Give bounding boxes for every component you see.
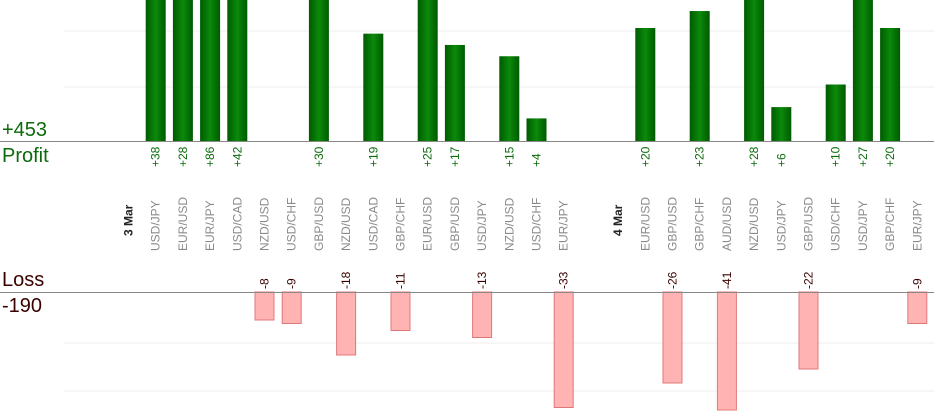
category-label: GBP/USD <box>448 197 462 251</box>
profit-value-label: +23 <box>693 146 707 167</box>
loss-value-label: -18 <box>339 271 353 289</box>
category-label: EUR/JPY <box>910 200 924 251</box>
profit-value-label: +20 <box>638 146 652 167</box>
loss-label: Loss <box>2 269 45 291</box>
profit-bar <box>635 28 656 141</box>
profit-bar <box>880 28 901 141</box>
category-label: GBP/USD <box>312 197 326 251</box>
profit-value-label: +30 <box>312 146 326 167</box>
profit-value-label: +4 <box>530 153 544 167</box>
loss-bar <box>798 291 819 370</box>
loss-bar <box>662 291 683 384</box>
loss-bar <box>281 291 302 324</box>
loss-value-label: -9 <box>285 278 299 289</box>
profit-value-label: +27 <box>856 146 870 167</box>
category-label: NZD/USD <box>258 197 272 251</box>
profit-bar <box>852 0 873 141</box>
loss-value-label: -11 <box>394 272 408 289</box>
profit-value-label: +6 <box>774 153 788 167</box>
category-label: NZD/USD <box>747 197 761 251</box>
category-label: USD/JPY <box>475 200 489 251</box>
profit-bar <box>499 56 520 141</box>
profit-value-label: +28 <box>747 146 761 167</box>
profit-bar <box>200 0 221 141</box>
profit-bar <box>744 0 765 141</box>
profit-bar <box>308 0 329 141</box>
profit-bar <box>363 33 384 141</box>
loss-value-label: -8 <box>258 278 272 289</box>
date-label: 4 Mar <box>611 204 625 236</box>
profit-bar <box>145 0 166 141</box>
category-label: USD/CHF <box>285 198 299 251</box>
category-label: EUR/USD <box>176 197 190 251</box>
profit-value-label: +38 <box>149 146 163 167</box>
category-label: USD/JPY <box>774 200 788 251</box>
loss-bar <box>336 291 357 356</box>
loss-value-label: -13 <box>475 271 489 289</box>
profit-bar <box>172 0 193 141</box>
category-label: USD/CHF <box>829 198 843 251</box>
loss-bar <box>553 291 574 408</box>
category-label: NZD/USD <box>339 197 353 251</box>
loss-value-label: -26 <box>666 271 680 289</box>
profit-total: +453 <box>2 119 48 141</box>
category-label: USD/CAD <box>230 197 244 251</box>
profit-value-label: +86 <box>203 146 217 167</box>
profit-value-label: +25 <box>421 146 435 167</box>
category-label: USD/CAD <box>366 197 380 251</box>
profit-bar <box>227 0 248 141</box>
loss-value-label: -33 <box>557 271 571 289</box>
category-label: GBP/USD <box>666 197 680 251</box>
profit-value-label: +42 <box>230 146 244 167</box>
category-label: GBP/USD <box>802 197 816 251</box>
profit-bar <box>825 84 846 141</box>
loss-bar <box>716 291 737 411</box>
category-label: USD/JPY <box>856 200 870 251</box>
profit-bar <box>526 118 547 141</box>
loss-total: -190 <box>2 295 43 317</box>
category-label: NZD/USD <box>502 197 516 251</box>
profit-label: Profit <box>2 145 49 167</box>
loss-bar <box>254 291 275 321</box>
category-label: USD/CHF <box>530 198 544 251</box>
labels: 3 Mar +38 USD/JPY +28 EUR/USD +86 EUR/JPY +42 US… <box>122 146 925 289</box>
profit-value-label: +17 <box>448 146 462 167</box>
category-label: EUR/JPY <box>203 200 217 251</box>
profit-value-label: +19 <box>366 146 380 167</box>
category-label: EUR/JPY <box>557 200 571 251</box>
loss-value-label: -9 <box>910 278 924 289</box>
loss-bar <box>390 291 411 331</box>
category-label: USD/JPY <box>149 200 163 251</box>
axes <box>0 141 934 293</box>
loss-bar <box>472 291 493 338</box>
loss-bar <box>907 291 928 324</box>
profit-value-label: +28 <box>176 146 190 167</box>
profit-value-label: +10 <box>829 146 843 167</box>
category-label: GBP/CHF <box>883 198 897 251</box>
category-label: GBP/CHF <box>394 198 408 251</box>
profit-bar <box>444 44 465 142</box>
date-label: 3 Mar <box>122 204 136 236</box>
profit-value-label: +15 <box>502 146 516 167</box>
category-label: EUR/USD <box>638 197 652 251</box>
profit-bar <box>771 107 792 141</box>
profit-value-label: +20 <box>883 146 897 167</box>
category-label: EUR/USD <box>421 197 435 251</box>
category-label: GBP/CHF <box>693 198 707 251</box>
profit-bar <box>689 11 710 141</box>
category-label: AUD/USD <box>720 197 734 251</box>
loss-value-label: -22 <box>802 271 816 289</box>
profit-bar <box>417 0 438 141</box>
loss-value-label: -41 <box>720 271 734 289</box>
